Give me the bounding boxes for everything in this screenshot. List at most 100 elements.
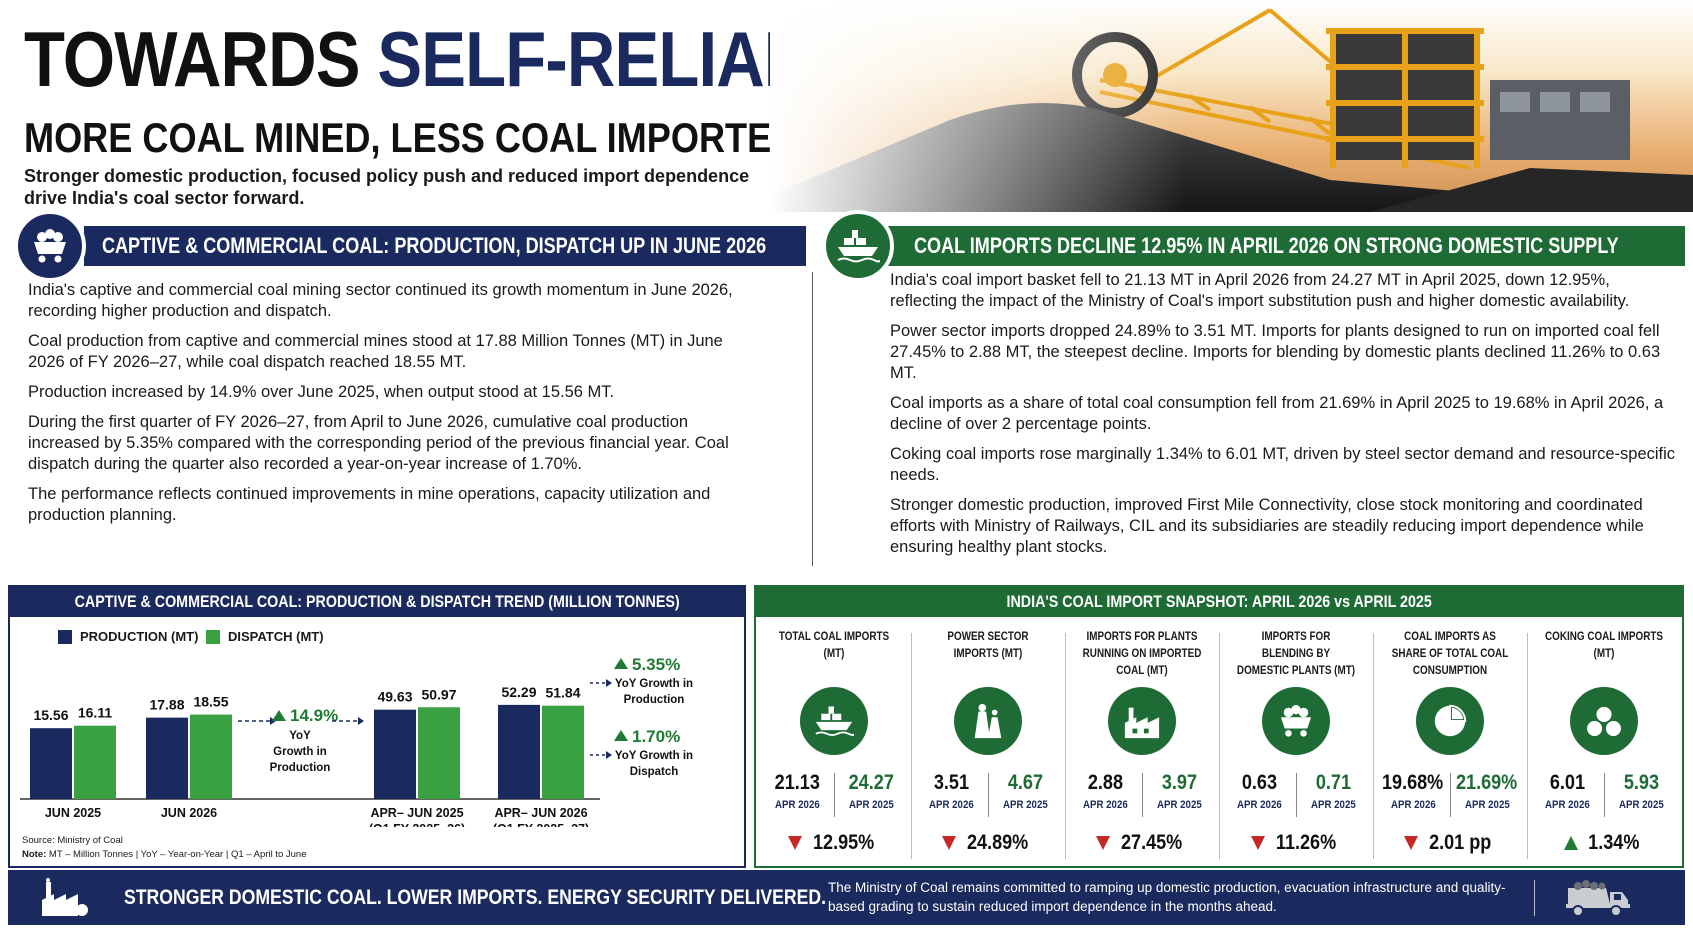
value-2025: 5.93 (1604, 771, 1678, 795)
value-2026-text: 6.01 (1549, 771, 1585, 794)
trend-panel-heading: CAPTIVE & COMMERCIAL COAL: PRODUCTION & … (10, 587, 744, 617)
bar-dispatch (74, 725, 116, 799)
bar-data-label: 15.56 (33, 707, 68, 723)
value-2025-text: 5.93 (1623, 771, 1659, 794)
right-paragraph: Power sector imports dropped 24.89% to 3… (890, 322, 1661, 382)
bar-production (146, 717, 188, 799)
snapshot-label: IMPORTS FOR BLENDING BY DOMESTIC PLANTS … (1226, 629, 1366, 683)
value-2026: 6.01 (1530, 771, 1604, 795)
down-arrow-icon (1096, 836, 1111, 850)
trend-panel: CAPTIVE & COMMERCIAL COAL: PRODUCTION & … (8, 585, 746, 868)
chart-note: Note: MT – Million Tonnes | YoY – Year-o… (22, 849, 306, 860)
yoy-disp-value: 1.70% (632, 727, 680, 746)
left-paragraph: The performance reflects continued impro… (28, 485, 711, 524)
value-2025-text: 4.67 (1007, 771, 1043, 794)
date-2025: APR 2025 (1142, 799, 1216, 811)
snapshot-column: TOTAL COAL IMPORTS (MT) 21.13 24.27 APR 202… (760, 619, 908, 867)
mine-factory-icon (42, 878, 88, 916)
coal-pile-icon (1570, 687, 1638, 755)
yoy-prod-label: Production (624, 694, 685, 706)
value-separator (1450, 773, 1451, 817)
snapshot-label: IMPORTS FOR PLANTS RUNNING ON IMPORTED C… (1072, 629, 1212, 683)
snapshot-label: COKING COAL IMPORTS (MT) (1534, 629, 1674, 683)
right-section-body: India's coal import basket fell to 21.13… (890, 270, 1680, 567)
snapshot-values: 2.88 3.97 APR 2026 APR 2025 (1068, 771, 1216, 821)
left-section-heading-text: CAPTIVE & COMMERCIAL COAL: PRODUCTION, D… (102, 233, 767, 258)
change-indicator: 2.01 pp (1376, 831, 1524, 855)
title-part-1: TOWARDS (24, 15, 378, 103)
mining-excavator-illustration (770, 0, 1693, 212)
value-2025: 0.71 (1296, 771, 1370, 795)
snapshot-column: COKING COAL IMPORTS (MT) 6.01 5.93 APR 2026… (1530, 619, 1678, 867)
snapshot-column: IMPORTS FOR BLENDING BY DOMESTIC PLANTS … (1222, 619, 1370, 867)
left-paragraph: Production increased by 14.9% over June … (28, 383, 615, 401)
bar-data-label: 17.88 (149, 697, 184, 713)
bar-production (498, 704, 540, 799)
snapshot-column: POWER SECTOR IMPORTS (MT) 3.51 4.67 APR 202… (914, 619, 1062, 867)
left-section-heading: CAPTIVE & COMMERCIAL COAL: PRODUCTION, D… (84, 226, 806, 266)
bar-data-label: 51.84 (545, 685, 580, 701)
date-2025-text: APR 2025 (1156, 799, 1202, 811)
category-label: APR– JUN 2026 (494, 806, 587, 820)
legend-production: PRODUCTION (MT) (58, 629, 198, 644)
category-label: JUN 2025 (45, 806, 101, 820)
snapshot-label: COAL IMPORTS AS SHARE OF TOTAL COAL CONS… (1380, 629, 1520, 683)
date-2025: APR 2025 (1604, 799, 1678, 811)
change-value: 24.89% (967, 831, 1029, 854)
date-2025: APR 2025 (1450, 799, 1524, 811)
page-subtitle: MORE COAL MINED, LESS COAL IMPORTED (24, 114, 798, 161)
yoy-disp-label: YoY Growth in (615, 750, 693, 762)
left-paragraph: India's captive and commercial coal mini… (28, 281, 733, 320)
yoy-mid-label: Growth in (273, 746, 327, 758)
value-2026-text: 21.13 (774, 771, 820, 794)
change-value: 2.01 pp (1428, 831, 1492, 854)
column-divider (812, 272, 813, 566)
snapshot-column: IMPORTS FOR PLANTS RUNNING ON IMPORTED C… (1068, 619, 1216, 867)
value-2025-text: 21.69% (1456, 771, 1518, 794)
chart-note-text: MT – Million Tonnes | YoY – Year-on-Year… (46, 849, 307, 860)
coal-cart-icon (14, 210, 86, 282)
change-indicator: 12.95% (760, 831, 908, 855)
change-indicator: 1.34% (1530, 831, 1678, 855)
right-section-heading: COAL IMPORTS DECLINE 12.95% IN APRIL 202… (870, 226, 1685, 266)
chart-note-label: Note: (22, 849, 47, 860)
change-value: 12.95% (813, 831, 875, 854)
change-value: 11.26% (1275, 831, 1337, 854)
value-2025-text: 24.27 (848, 771, 894, 794)
yoy-mid-up-icon (272, 710, 286, 721)
date-2026: APR 2026 (914, 799, 988, 811)
value-2026: 0.63 (1222, 771, 1296, 795)
value-2026: 19.68% (1376, 771, 1450, 795)
yoy-mid-value: 14.9% (290, 706, 338, 725)
snapshot-panel-heading-text: INDIA'S COAL IMPORT SNAPSHOT: APRIL 2026… (1006, 592, 1432, 611)
date-2026: APR 2026 (1376, 799, 1450, 811)
down-arrow-icon (788, 836, 803, 850)
value-2025-text: 0.71 (1315, 771, 1351, 794)
snapshot-label-text: IMPORTS FOR PLANTS RUNNING ON IMPORTED C… (1082, 631, 1202, 677)
coal-cart-icon (1262, 687, 1330, 755)
date-2025-text: APR 2025 (1618, 799, 1664, 811)
bar-data-label: 18.55 (193, 694, 228, 710)
change-indicator: 24.89% (914, 831, 1062, 855)
yoy-prod-leader-head (606, 679, 612, 687)
right-paragraph: Stronger domestic production, improved F… (890, 496, 1644, 556)
legend-production-label: PRODUCTION (MT) (80, 629, 199, 644)
snapshot-values: 0.63 0.71 APR 2026 APR 2025 (1222, 771, 1370, 821)
change-indicator: 11.26% (1222, 831, 1370, 855)
value-separator (1296, 773, 1297, 817)
up-arrow-icon (1564, 836, 1579, 850)
right-paragraph: Coal imports as a share of total coal co… (890, 394, 1664, 433)
bar-dispatch (542, 705, 584, 799)
snapshot-panel: INDIA'S COAL IMPORT SNAPSHOT: APRIL 2026… (754, 585, 1684, 868)
footer-separator (1534, 880, 1535, 916)
snapshot-values: 19.68% 21.69% APR 2026 APR 2025 (1376, 771, 1524, 821)
snapshot-label-text: POWER SECTOR IMPORTS (MT) (947, 631, 1029, 660)
yoy-prod-value: 5.35% (632, 655, 680, 674)
snapshot-label: TOTAL COAL IMPORTS (MT) (764, 629, 904, 683)
date-2025: APR 2025 (834, 799, 908, 811)
column-divider (911, 633, 912, 859)
snapshot-values: 21.13 24.27 APR 2026 APR 2025 (760, 771, 908, 821)
yoy-mid-label: YoY (289, 730, 311, 742)
chart-source: Source: Ministry of Coal (22, 835, 123, 846)
yoy-disp-up-icon (614, 730, 628, 741)
